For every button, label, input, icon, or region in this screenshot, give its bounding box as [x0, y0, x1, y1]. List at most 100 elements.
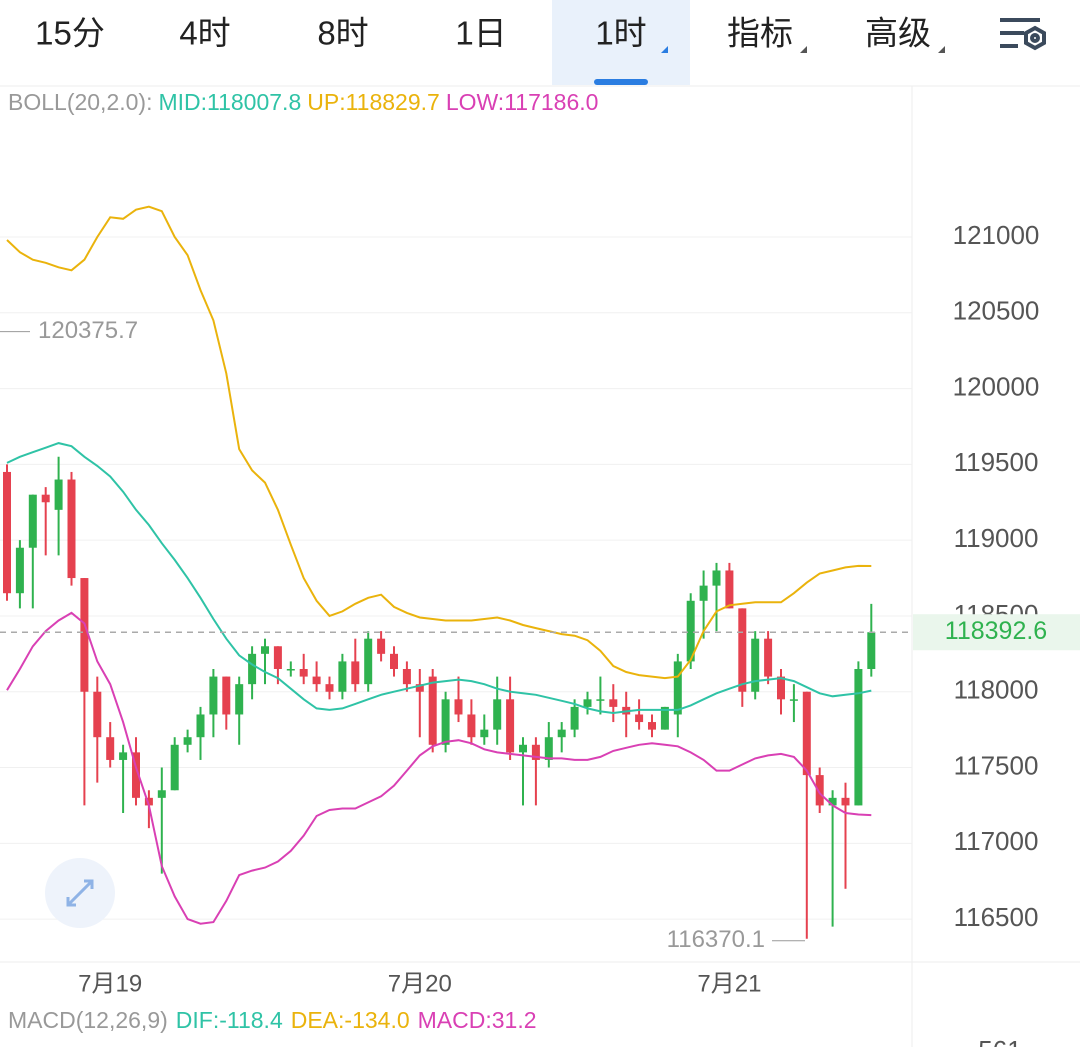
candle-body — [15, 547, 24, 594]
y-tick-label: 119000 — [954, 523, 1039, 553]
candle-body — [428, 676, 437, 745]
candle-body — [673, 661, 682, 715]
candle-body — [660, 706, 669, 730]
candle-body — [54, 479, 63, 510]
y-tick-label: 117000 — [954, 826, 1039, 856]
candle-body — [441, 699, 450, 745]
candle-body — [261, 646, 269, 654]
candle-body — [867, 632, 876, 669]
candle-body — [738, 608, 747, 692]
boll-line — [6, 442, 872, 715]
y-tick-label: 120000 — [953, 371, 1040, 401]
candle-body — [686, 600, 695, 662]
current-price-label: 118392.6 — [945, 617, 1047, 645]
candle-body — [144, 797, 153, 806]
candle-body — [286, 668, 295, 671]
candle-body — [196, 714, 205, 738]
dropdown-triangle — [661, 46, 668, 53]
candle-body — [583, 699, 592, 707]
candle-body — [119, 752, 128, 760]
y-tick-label: 118000 — [954, 675, 1039, 705]
candle-body — [557, 729, 566, 738]
x-tick-label: 7月20 — [388, 970, 452, 997]
candle-body — [209, 676, 218, 715]
candle-body — [170, 744, 179, 791]
candle-body — [299, 668, 308, 677]
macd-entry: DIF:-118.4 — [176, 1007, 283, 1033]
macd-entry: DEA:-134.0 — [291, 1007, 410, 1033]
current-price-box — [913, 614, 1080, 651]
candle-body — [480, 729, 489, 738]
candle-body — [609, 699, 618, 707]
candle-body — [364, 638, 373, 685]
candle-body — [222, 676, 231, 715]
candle-body — [570, 706, 579, 730]
candle-body — [493, 699, 502, 730]
candle-body — [3, 471, 11, 594]
candle-body — [338, 661, 347, 692]
candle-body — [467, 714, 476, 738]
candle-body — [183, 737, 192, 745]
indicator-label: BOLL(20,2.0): — [8, 89, 152, 115]
legend-entry: MID:118007.8 — [158, 89, 301, 115]
candle-body — [390, 653, 398, 669]
legend-entry: LOW:117186.0 — [446, 89, 599, 115]
y-tick-label: 119500 — [954, 447, 1039, 477]
min-label: 116370.1 — [667, 926, 765, 953]
legend: BOLL(20,2.0): MID:118007.8 UP:118829.7 LOW:… — [8, 89, 598, 115]
candle-body — [506, 699, 515, 753]
dropdown-triangle — [800, 46, 807, 53]
tab[interactable]: 4时 — [179, 15, 230, 52]
candle-body — [815, 775, 824, 806]
tab[interactable]: 8时 — [317, 15, 368, 52]
boll-line — [6, 205, 872, 680]
candle-body — [712, 570, 721, 586]
candle-body — [273, 646, 282, 669]
candle-body — [235, 684, 244, 715]
candle-body — [157, 790, 166, 798]
macd-axis-label: 561 — [978, 1035, 1021, 1047]
candle-body — [544, 737, 553, 760]
y-tick-label: 120500 — [953, 296, 1040, 326]
candle-body — [802, 691, 811, 776]
candle-body — [519, 744, 527, 753]
candle-body — [325, 684, 334, 692]
candle-body — [699, 585, 708, 601]
tab-bar: 15分 4时 8时 1日 1时 指标 高级 — [35, 0, 945, 85]
settings-icon[interactable] — [1000, 18, 1046, 51]
tab[interactable]: 指标 — [727, 15, 793, 52]
candle-body — [28, 494, 37, 548]
plot — [0, 205, 912, 942]
tab[interactable]: 1日 — [455, 15, 506, 52]
y-tick-label: 121000 — [953, 220, 1040, 250]
candle-body — [841, 797, 850, 806]
candle-body — [312, 676, 321, 685]
tab[interactable]: 1时 — [595, 15, 646, 52]
candle-body — [725, 570, 734, 609]
x-tick-label: 7月21 — [697, 970, 761, 997]
zoom-button[interactable] — [45, 858, 115, 928]
tab[interactable]: 高级 — [865, 15, 931, 52]
candle-body — [777, 676, 785, 700]
candle-body — [454, 699, 463, 715]
tab-underline — [594, 79, 648, 85]
boll-line — [6, 611, 872, 925]
tab[interactable]: 15分 — [35, 15, 105, 52]
macd-legend: MACD(12,26,9) DIF:-118.4 DEA:-134.0 MACD:31… — [8, 1007, 537, 1033]
candle-body — [648, 722, 656, 730]
candle-body — [854, 668, 863, 806]
candle-body — [764, 638, 773, 677]
candle-body — [106, 737, 115, 760]
candle-body — [377, 638, 386, 654]
candle-body — [80, 578, 89, 692]
y-tick-label: 117500 — [954, 750, 1039, 780]
candle-body — [828, 797, 837, 806]
macd-entry: MACD:31.2 — [418, 1007, 537, 1033]
macd-title: MACD(12,26,9) — [8, 1007, 168, 1033]
candle-body — [93, 691, 102, 738]
candle-body — [789, 699, 798, 701]
candle-body — [248, 653, 257, 685]
candle-body — [351, 661, 360, 685]
